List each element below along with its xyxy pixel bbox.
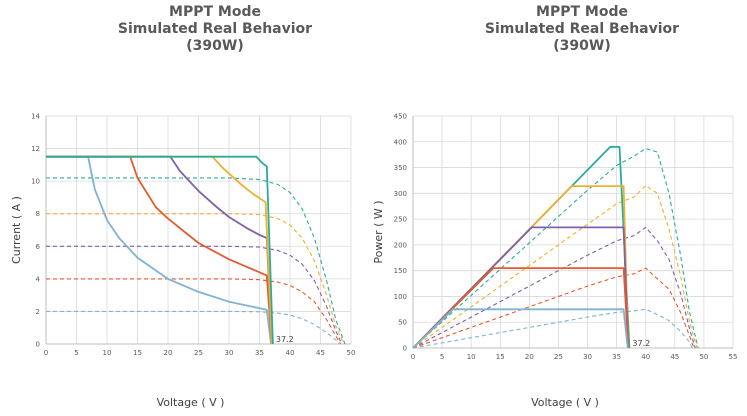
iv-x-tick-label: 0 [44, 349, 48, 357]
pv-x-tick-label: 0 [411, 353, 415, 361]
pv-y-tick-label: 150 [394, 267, 407, 275]
pv-y-axis-label: Power ( W ) [372, 200, 385, 263]
pv-gridlines [412, 115, 734, 349]
pv-series-line-solid-1 [412, 185, 630, 349]
pv-series-line-dashed-7 [412, 226, 696, 349]
iv-x-axis-label: Voltage ( V ) [157, 396, 225, 409]
left-chart-title: MPPT Mode Simulated Real Behavior (390W) [95, 4, 335, 55]
iv-series-line-solid-0 [46, 155, 272, 345]
left-title-line-3: (390W) [186, 38, 244, 54]
iv-y-axis-label: Current ( A ) [10, 196, 23, 264]
iv-series-line-solid-3 [46, 155, 273, 345]
pv-y-tick-label: 350 [394, 164, 407, 172]
pv-y-tick-label: 450 [394, 113, 407, 121]
iv-series-line-dashed-8 [46, 213, 345, 345]
iv-curve-chart: 0 5 10 15 20 25 30 35 40 45 50 0 2 4 6 8 10 12 14 37.2 Volta… [10, 113, 356, 410]
pv-y-tick-label: 250 [394, 216, 407, 224]
pv-series-line-dashed-8 [412, 267, 695, 349]
pv-x-tick-label: 40 [641, 353, 650, 361]
iv-x-tick-label: 5 [74, 349, 78, 357]
pv-y-tick-label: 400 [394, 138, 407, 146]
pv-x-tick-label: 30 [583, 353, 592, 361]
pv-curve-chart: 0 5 10 15 20 25 30 35 40 45 50 55 0 50 100 150 200 250 300… [372, 113, 738, 410]
iv-y-tick-label: 6 [36, 243, 41, 251]
iv-voc-annotation: 37.2 [276, 335, 294, 344]
iv-series-line-dashed-5 [46, 310, 340, 345]
iv-y-tick-label: 10 [31, 178, 40, 186]
pv-x-tick-label: 10 [467, 353, 476, 361]
iv-y-tick-label: 0 [36, 341, 40, 349]
left-title-line-1: MPPT Mode [169, 4, 261, 20]
pv-y-tick-label: 50 [398, 319, 407, 327]
iv-x-tick-label: 50 [347, 349, 356, 357]
iv-x-tick-label: 20 [164, 349, 173, 357]
iv-x-tick-label: 45 [316, 349, 325, 357]
iv-y-tick-label: 14 [31, 113, 40, 121]
pv-x-tick-label: 35 [612, 353, 621, 361]
pv-y-tick-label: 0 [403, 345, 407, 353]
pv-x-tick-label: 50 [699, 353, 708, 361]
pv-y-tick-label: 300 [394, 190, 407, 198]
pv-x-tick-label: 45 [670, 353, 679, 361]
pv-series-line-solid-2 [412, 226, 630, 349]
iv-x-tick-label: 30 [225, 349, 234, 357]
pv-y-tick-label: 100 [394, 293, 407, 301]
pv-x-tick-label: 5 [440, 353, 444, 361]
pv-x-tick-label: 15 [496, 353, 505, 361]
pv-series-line-dashed-9 [412, 308, 693, 349]
iv-gridlines [45, 115, 352, 345]
iv-series-line-solid-4 [46, 155, 274, 345]
iv-series-line-solid-1 [46, 155, 273, 345]
iv-y-tick-label: 2 [36, 308, 40, 316]
iv-series-line-dashed-7 [46, 245, 343, 345]
pv-x-tick-label: 25 [554, 353, 563, 361]
pv-x-tick-label: 55 [729, 353, 738, 361]
iv-y-tick-label: 4 [36, 275, 41, 283]
iv-x-tick-label: 40 [286, 349, 295, 357]
pv-series-line-dashed-5 [412, 147, 699, 349]
pv-y-tick-label: 200 [394, 241, 407, 249]
iv-x-tick-label: 35 [255, 349, 264, 357]
iv-x-tick-label: 25 [194, 349, 203, 357]
iv-y-tick-label: 8 [36, 210, 40, 218]
right-title-line-3: (390W) [553, 38, 611, 54]
pv-x-axis-label: Voltage ( V ) [531, 396, 599, 409]
iv-x-tick-label: 15 [133, 349, 142, 357]
pv-x-tick-label: 20 [525, 353, 534, 361]
right-title-line-2: Simulated Real Behavior [484, 21, 680, 37]
iv-series-line-dashed-9 [46, 177, 346, 345]
iv-y-tick-label: 12 [31, 145, 40, 153]
right-chart-title: MPPT Mode Simulated Real Behavior (390W) [462, 4, 702, 55]
iv-series-line-dashed-6 [46, 278, 342, 345]
pv-voc-annotation: 37.2 [632, 339, 650, 348]
right-title-line-1: MPPT Mode [536, 4, 628, 20]
pv-series-line-dashed-6 [412, 185, 698, 349]
left-title-line-2: Simulated Real Behavior [117, 21, 313, 37]
iv-x-tick-label: 10 [103, 349, 112, 357]
pv-series-line-solid-4 [412, 308, 629, 349]
pv-series-line-solid-3 [412, 267, 630, 349]
iv-series-line-solid-2 [46, 155, 273, 345]
